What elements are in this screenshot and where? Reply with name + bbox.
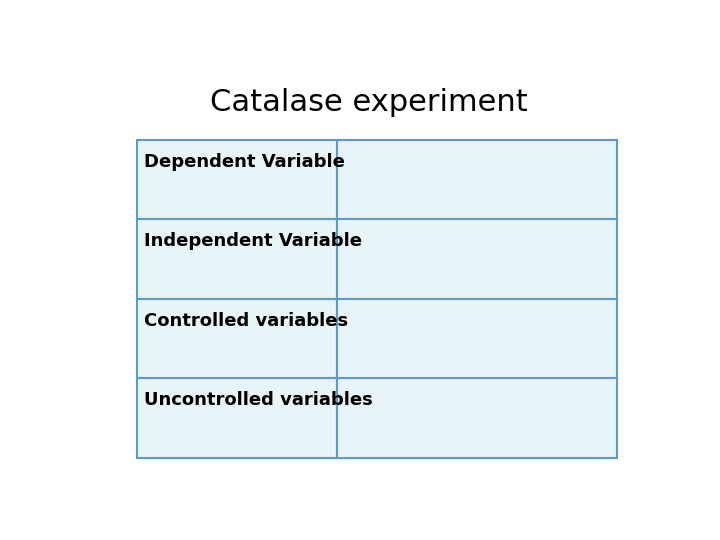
Bar xyxy=(138,299,336,378)
Bar xyxy=(336,378,617,458)
Text: Independent Variable: Independent Variable xyxy=(144,232,362,251)
Bar xyxy=(138,378,336,458)
Bar xyxy=(336,140,617,219)
Text: Uncontrolled variables: Uncontrolled variables xyxy=(144,392,373,409)
Text: Catalase experiment: Catalase experiment xyxy=(210,87,528,117)
Bar xyxy=(138,140,336,219)
Text: Controlled variables: Controlled variables xyxy=(144,312,348,330)
Bar xyxy=(336,219,617,299)
Text: Dependent Variable: Dependent Variable xyxy=(144,153,345,171)
Bar xyxy=(138,219,336,299)
Bar xyxy=(336,299,617,378)
